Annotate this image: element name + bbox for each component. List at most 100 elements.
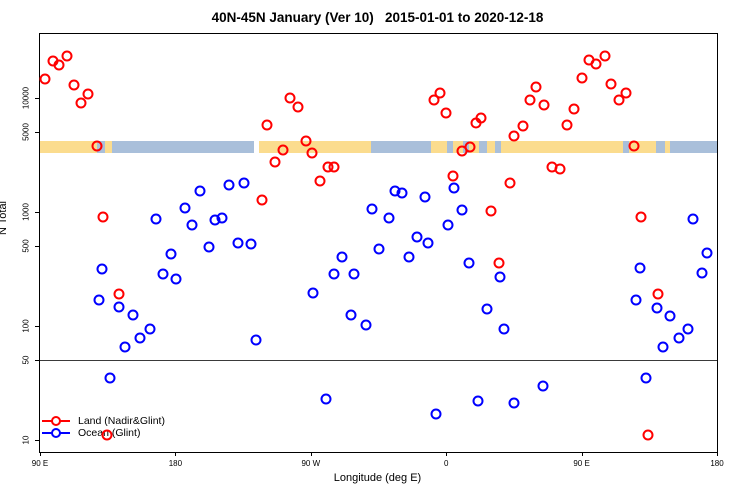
ocean-data-point xyxy=(657,341,669,353)
ocean-data-point xyxy=(651,302,663,314)
land-data-point xyxy=(628,140,640,152)
ocean-data-point xyxy=(442,219,454,231)
y-axis-label: N Total xyxy=(0,200,9,235)
ocean-data-point xyxy=(186,219,198,231)
y-axis-tick xyxy=(35,212,39,213)
land-data-point xyxy=(300,135,312,147)
land-data-point xyxy=(284,92,296,104)
ocean-data-point xyxy=(223,179,235,191)
land-data-point xyxy=(538,99,550,111)
ocean-data-point xyxy=(403,251,415,263)
y-tick-label: 5000 xyxy=(21,123,31,142)
ocean-data-point xyxy=(498,323,510,335)
land-data-point xyxy=(554,163,566,175)
map-strip-land-segment xyxy=(500,140,623,153)
ocean-data-point xyxy=(348,268,360,280)
plot-area: Land (Nadir&Glint) Ocean (Glint) 90 E 180… xyxy=(22,33,724,468)
land-data-point xyxy=(61,50,73,62)
map-strip-ocean-segment xyxy=(112,140,255,153)
ocean-data-point xyxy=(93,294,105,306)
y-tick-label: 10 xyxy=(21,435,31,445)
x-axis-tick xyxy=(310,452,312,456)
ocean-data-point xyxy=(463,257,475,269)
ocean-data-point xyxy=(245,238,257,250)
map-strip-ocean-segment xyxy=(494,140,501,153)
ocean-data-point xyxy=(411,231,423,243)
land-data-point xyxy=(434,87,446,99)
x-tick-label: 180 xyxy=(710,459,724,468)
legend-entry-ocean: Ocean (Glint) xyxy=(42,427,165,439)
ocean-data-point xyxy=(320,393,332,405)
x-tick-label: 0 xyxy=(443,459,449,468)
land-data-point xyxy=(485,205,497,217)
ocean-data-point xyxy=(494,271,506,283)
land-data-point xyxy=(635,211,647,223)
ocean-data-point xyxy=(328,268,340,280)
ocean-data-point xyxy=(96,263,108,275)
ocean-data-point xyxy=(345,309,357,321)
land-data-point xyxy=(440,107,452,119)
ocean-data-point xyxy=(104,372,115,384)
land-data-point xyxy=(530,81,542,93)
land-data-point xyxy=(91,140,103,152)
legend-label-land: Land (Nadir&Glint) xyxy=(78,415,165,427)
land-data-point xyxy=(53,59,65,71)
y-tick-label: 500 xyxy=(21,239,31,253)
ocean-data-point xyxy=(481,303,493,315)
ocean-data-point xyxy=(127,309,139,321)
land-data-point xyxy=(493,257,505,269)
ocean-data-point xyxy=(216,212,228,224)
land-data-point xyxy=(428,94,440,106)
reference-line-50 xyxy=(40,360,717,362)
land-data-point xyxy=(561,119,573,131)
ocean-data-point xyxy=(396,187,408,199)
map-strip-ocean-segment xyxy=(370,140,431,153)
land-data-point xyxy=(613,94,625,106)
y-axis-tick xyxy=(35,132,39,134)
map-strip-land-segment xyxy=(486,140,495,153)
land-data-point xyxy=(306,147,318,159)
x-axis-tick xyxy=(40,452,41,456)
ocean-data-point xyxy=(456,204,468,216)
ocean-legend-circle-icon xyxy=(51,428,61,438)
legend-label-ocean: Ocean (Glint) xyxy=(78,427,141,439)
map-strip-land-segment xyxy=(259,140,371,153)
land-data-point xyxy=(590,58,602,70)
x-axis-label: Longitude (deg E) xyxy=(333,472,422,484)
ocean-data-point xyxy=(250,334,262,346)
map-strip-ocean-segment xyxy=(622,140,629,153)
ocean-data-point xyxy=(203,241,215,253)
y-axis-tick xyxy=(35,98,39,99)
y-axis-tick xyxy=(35,440,39,441)
ocean-data-point xyxy=(194,185,206,197)
ocean-data-point xyxy=(150,213,162,225)
ocean-data-point xyxy=(682,323,694,335)
ocean-data-point xyxy=(157,268,169,280)
ocean-data-point xyxy=(687,213,699,225)
x-tick-label: 90 E xyxy=(31,459,49,468)
y-tick-label: 50 xyxy=(21,355,31,365)
map-strip-ocean-segment xyxy=(446,140,453,153)
land-data-point xyxy=(68,79,80,91)
land-data-point xyxy=(517,120,529,132)
ocean-data-point xyxy=(366,203,378,215)
ocean-data-point xyxy=(307,287,319,299)
ocean-data-point xyxy=(634,262,646,274)
land-data-point xyxy=(605,78,617,90)
ocean-data-point xyxy=(640,372,652,384)
ocean-data-point xyxy=(508,397,520,409)
ocean-data-point xyxy=(422,237,434,249)
ocean-data-point xyxy=(232,237,244,249)
ocean-data-point xyxy=(448,182,460,194)
ocean-data-point xyxy=(673,332,685,344)
ocean-data-point xyxy=(119,341,131,353)
ocean-data-point xyxy=(144,323,156,335)
ocean-data-point xyxy=(179,202,191,214)
y-axis-tick xyxy=(35,360,39,362)
ocean-data-point xyxy=(170,273,182,285)
ocean-data-point xyxy=(419,191,431,203)
land-data-point xyxy=(524,94,536,105)
legend-entry-land: Land (Nadir&Glint) xyxy=(42,415,165,427)
land-data-point xyxy=(642,429,654,441)
y-axis-tick xyxy=(35,246,39,248)
